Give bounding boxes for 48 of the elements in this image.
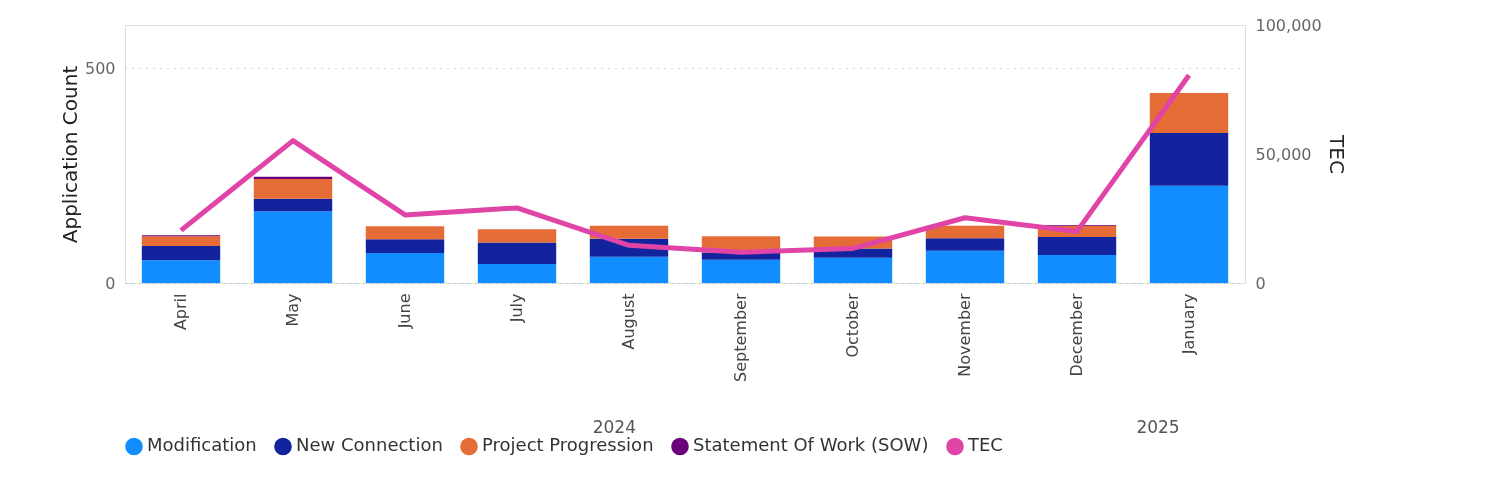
y2-tick-label: 50,000 xyxy=(1255,144,1312,164)
y-tick-label: 500 xyxy=(84,58,116,78)
bar xyxy=(253,176,333,179)
bar xyxy=(365,226,445,240)
bar xyxy=(253,178,333,199)
x-tick-label: April xyxy=(171,293,190,331)
bar xyxy=(141,246,221,261)
x-tick-label: June xyxy=(395,293,414,330)
bar xyxy=(1149,132,1229,186)
bar xyxy=(477,264,557,283)
bar xyxy=(701,259,781,283)
bar xyxy=(253,198,333,212)
y2-axis-title: TEC xyxy=(1324,134,1349,174)
bar xyxy=(589,225,669,239)
y2-tick-label: 100,000 xyxy=(1255,15,1322,35)
x-tick-label: December xyxy=(1067,293,1086,377)
bar xyxy=(925,250,1005,283)
x-tick-label: August xyxy=(619,293,638,350)
bar xyxy=(253,211,333,283)
bar xyxy=(925,225,1005,239)
bar xyxy=(1149,92,1229,133)
y2-tick-label: 0 xyxy=(1255,273,1266,293)
bar xyxy=(477,242,557,265)
legend-label: New Connection xyxy=(296,434,443,456)
legend-label: Modification xyxy=(147,434,257,456)
x-tick-label: October xyxy=(843,293,862,358)
x-tick-label: November xyxy=(955,293,974,377)
bar xyxy=(365,252,445,283)
bar xyxy=(365,239,445,253)
x-tick-label: September xyxy=(731,293,750,382)
bar xyxy=(477,229,557,243)
x-tick-label: July xyxy=(507,293,526,324)
legend-label: Project Progression xyxy=(482,434,654,456)
bar xyxy=(925,238,1005,251)
text: 2024 xyxy=(592,417,636,437)
bar xyxy=(141,236,221,247)
legend-label: TEC xyxy=(967,434,1003,456)
text: 2025 xyxy=(1136,417,1180,437)
bar xyxy=(813,257,893,283)
x-tick-label: May xyxy=(283,293,302,327)
bar xyxy=(141,260,221,283)
x-tick-label: January xyxy=(1179,293,1198,356)
bar xyxy=(1149,185,1229,283)
bar xyxy=(1037,255,1117,283)
legend-label: Statement Of Work (SOW) xyxy=(693,434,929,456)
y-axis-title: Application Count xyxy=(57,65,82,244)
bar xyxy=(1037,236,1117,256)
bar xyxy=(589,256,669,283)
